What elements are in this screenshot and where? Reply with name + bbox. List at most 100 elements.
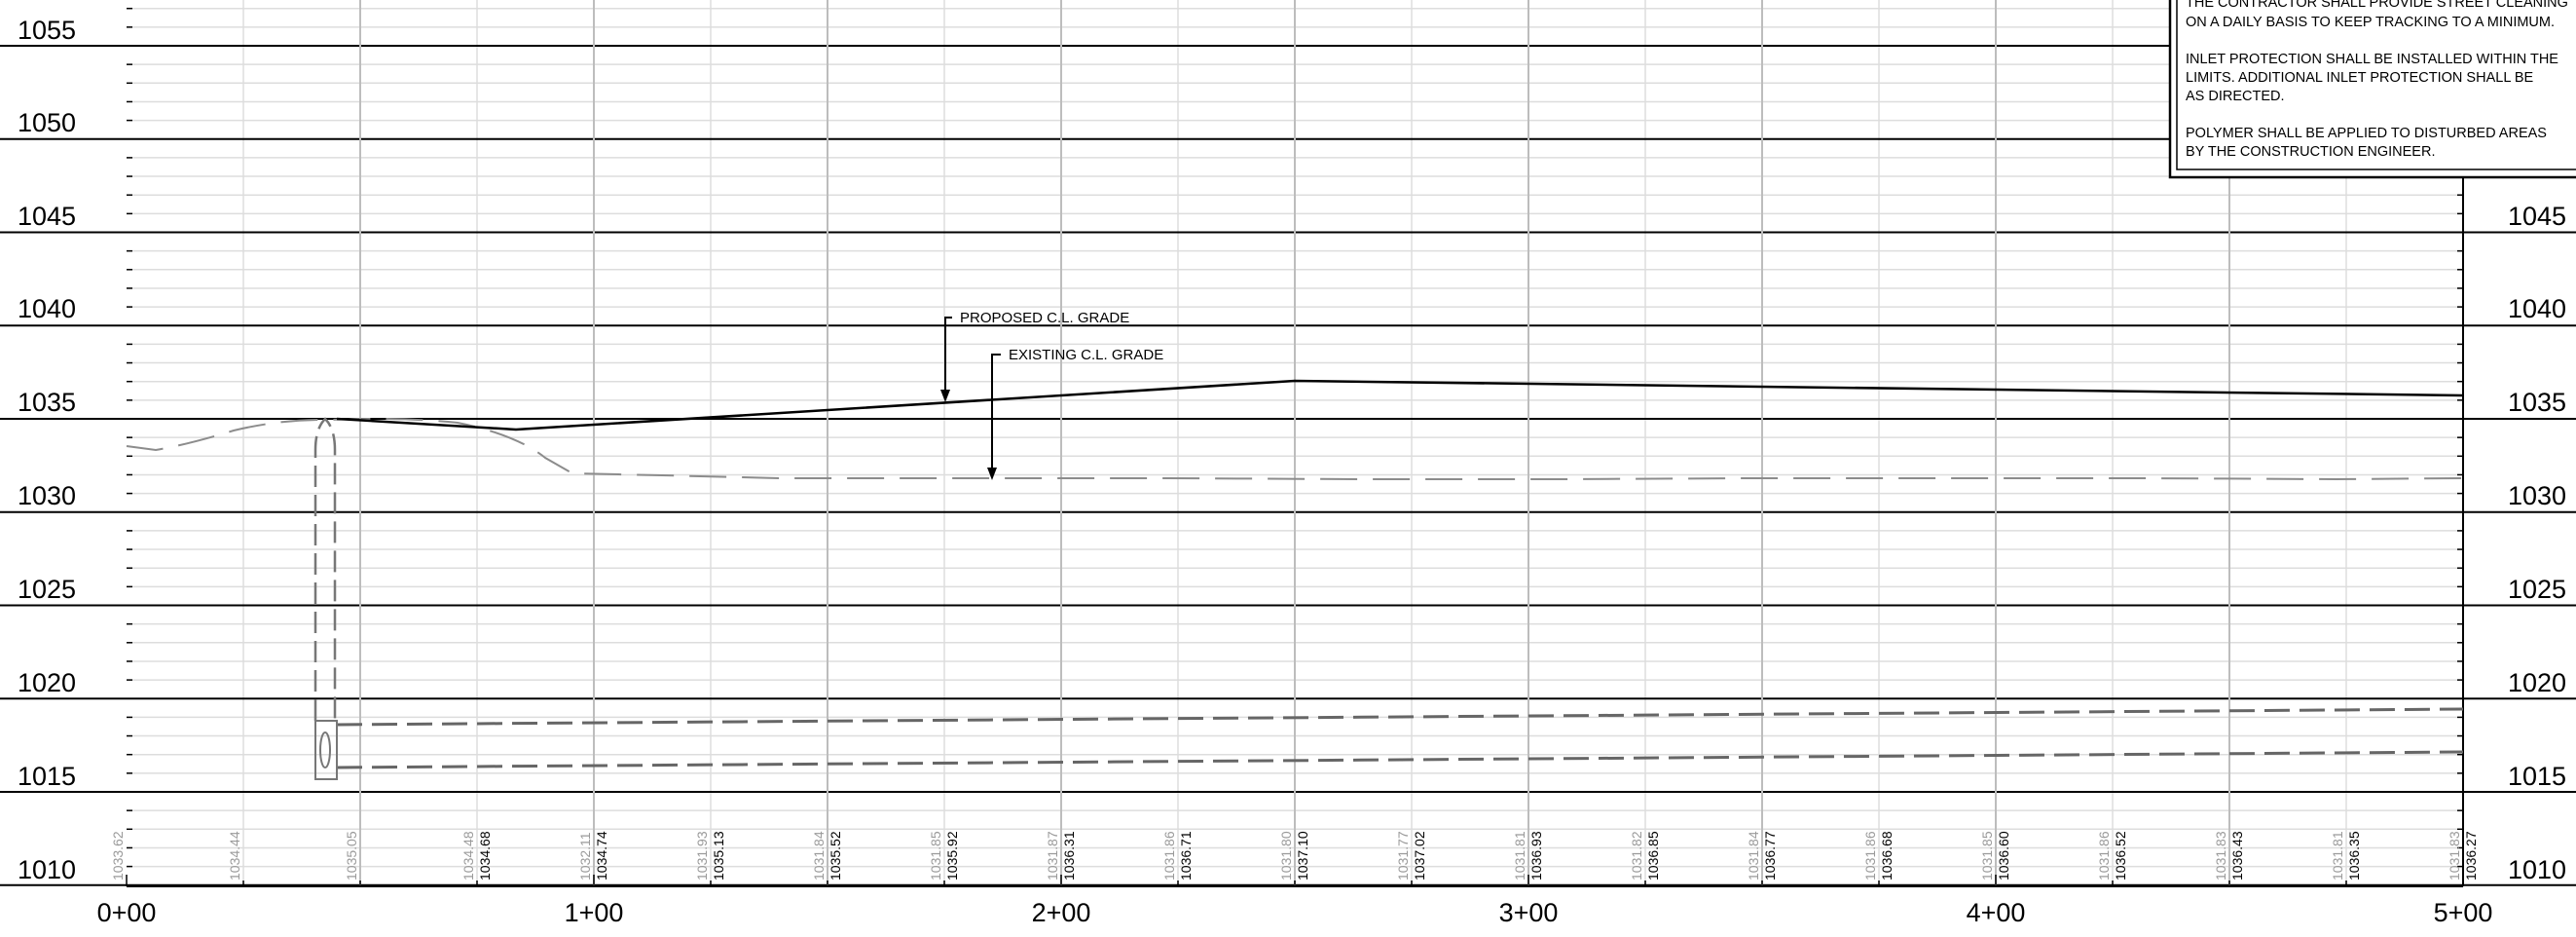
- proposed-elevation-label: 1036.35: [2346, 831, 2362, 881]
- existing-elevation-label: 1031.81: [1512, 831, 1527, 881]
- callout-leader: [944, 317, 952, 399]
- elevation-label: 1025: [18, 575, 76, 604]
- notes-box-inner: [2176, 0, 2576, 170]
- elevation-label: 1030: [2508, 481, 2566, 510]
- existing-elevation-label: 1031.81: [2330, 831, 2345, 881]
- station-label: 1+00: [565, 898, 624, 927]
- existing-elevation-label: 1035.05: [344, 831, 359, 881]
- pipe-lines: [336, 707, 2464, 769]
- elevation-label: 1045: [18, 202, 76, 231]
- existing-elevation-label: 1031.83: [2447, 831, 2462, 881]
- proposed-elevation-label: 1036.77: [1762, 831, 1778, 881]
- elevation-label: 1050: [18, 108, 76, 137]
- manhole-barrel: [313, 417, 337, 721]
- station-labels: 0+00 1+00 2+00 3+00 4+00 5+00: [97, 898, 2493, 927]
- manhole-structure: [313, 417, 338, 780]
- existing-grade-label: EXISTING C.L. GRADE: [1009, 347, 1163, 363]
- existing-elevation-label: 1031.84: [1746, 831, 1761, 881]
- elevation-label: 1010: [18, 855, 76, 884]
- existing-elevation-label: 1031.84: [811, 831, 827, 881]
- station-label: 3+00: [1499, 898, 1559, 927]
- callout-leader: [991, 354, 1001, 477]
- elevation-label: 1015: [18, 762, 76, 791]
- proposed-elevation-label: 1037.02: [1412, 831, 1427, 881]
- existing-grade-callout: EXISTING C.L. GRADE: [987, 347, 1163, 480]
- existing-elevation-label: 1031.82: [1629, 831, 1644, 881]
- existing-elevation-label: 1034.48: [460, 831, 476, 881]
- note-line: AS DIRECTED.: [2186, 89, 2285, 104]
- existing-elevation-label: 1033.62: [110, 831, 126, 881]
- existing-elevation-label: 1031.80: [1278, 831, 1294, 881]
- callout-arrowhead: [940, 390, 950, 402]
- existing-elevation-label: 1031.77: [1395, 831, 1411, 881]
- station-elevation-labels: 1033.62 1034.44 1035.05 1034.48 1034.68 1032.…: [110, 831, 2479, 881]
- note-line: BY THE CONSTRUCTION ENGINEER.: [2186, 144, 2435, 160]
- existing-elevation-label: 1031.85: [1979, 831, 1995, 881]
- left-elevation-labels: 1055 1050 1045 1040 1035 1030 1025 1020 …: [18, 16, 76, 884]
- proposed-elevation-label: 1037.10: [1295, 831, 1310, 881]
- proposed-elevation-label: 1036.60: [1996, 831, 2011, 881]
- station-label: 2+00: [1032, 898, 1091, 927]
- note-line: LIMITS. ADDITIONAL INLET PROTECTION SHAL…: [2186, 70, 2534, 86]
- note-line: THE CONTRACTOR SHALL PROVIDE STREET CLEA…: [2186, 0, 2568, 11]
- proposed-elevation-label: 1036.31: [1061, 831, 1077, 881]
- proposed-elevation-label: 1035.92: [944, 831, 960, 881]
- pipe-top-line: [336, 707, 2464, 727]
- existing-elevation-label: 1032.11: [577, 832, 593, 881]
- minor-vertical-grid: [242, 0, 2347, 886]
- proposed-elevation-label: 1036.52: [2113, 831, 2128, 881]
- manhole-inlet: [319, 731, 331, 768]
- proposed-elevation-label: 1036.85: [1645, 831, 1661, 881]
- existing-elevation-label: 1031.87: [1045, 831, 1060, 881]
- proposed-elevation-label: 1036.43: [2229, 831, 2245, 881]
- proposed-grade-callout: PROPOSED C.L. GRADE: [940, 310, 1129, 402]
- existing-elevation-label: 1031.86: [1862, 831, 1878, 881]
- left-elevation-ticks: [127, 7, 132, 886]
- existing-elevation-label: 1031.85: [928, 831, 943, 881]
- note-line: ON A DAILY BASIS TO KEEP TRACKING TO A M…: [2186, 15, 2555, 30]
- existing-elevation-label: 1031.93: [694, 831, 710, 881]
- proposed-elevation-label: 1036.71: [1178, 831, 1194, 881]
- proposed-elevation-label: 1036.68: [1879, 831, 1895, 881]
- elevation-label: 1020: [18, 668, 76, 697]
- manhole-base: [314, 720, 338, 780]
- elevation-label: 1015: [2508, 762, 2566, 791]
- proposed-elevation-label: 1035.13: [711, 831, 726, 881]
- notes-box-outer: [2168, 0, 2576, 179]
- elevation-label: 1045: [2508, 202, 2566, 231]
- callout-arrowhead: [987, 468, 997, 480]
- notes-text: THE CONTRACTOR SHALL PROVIDE STREET CLEA…: [2186, 0, 2568, 160]
- elevation-label: 1020: [2508, 668, 2566, 697]
- station-label: 5+00: [2434, 898, 2493, 927]
- major-vertical-grid: [359, 0, 2464, 886]
- existing-elevation-label: 1034.44: [227, 831, 242, 881]
- proposed-grade-line: [336, 379, 2464, 431]
- existing-elevation-label: 1031.86: [2096, 831, 2112, 881]
- existing-elevation-label: 1031.83: [2213, 831, 2228, 881]
- proposed-elevation-label: 1034.74: [594, 831, 609, 881]
- notes-box: THE CONTRACTOR SHALL PROVIDE STREET CLEA…: [2168, 0, 2576, 179]
- existing-grade-line: [126, 418, 2464, 481]
- elevation-label: 1025: [2508, 575, 2566, 604]
- pipe-bottom-line: [336, 750, 2464, 769]
- elevation-label: 1055: [18, 16, 76, 45]
- station-label: 0+00: [97, 898, 157, 927]
- proposed-elevation-label: 1036.93: [1528, 831, 1544, 881]
- right-elevation-labels: 1045 1040 1035 1030 1025 1020 1015 1010: [2508, 202, 2566, 884]
- existing-elevation-label: 1031.86: [1161, 831, 1177, 881]
- proposed-elevation-label: 1036.27: [2463, 831, 2479, 881]
- note-line: POLYMER SHALL BE APPLIED TO DISTURBED AR…: [2186, 126, 2547, 141]
- proposed-elevation-label: 1035.52: [828, 831, 843, 881]
- proposed-elevation-label: 1034.68: [477, 831, 493, 881]
- elevation-label: 1035: [2508, 388, 2566, 417]
- elevation-label: 1035: [18, 388, 76, 417]
- elevation-label: 1010: [2508, 855, 2566, 884]
- elevation-label: 1030: [18, 481, 76, 510]
- station-ticks: [126, 875, 2464, 886]
- elevation-label: 1040: [2508, 294, 2566, 323]
- proposed-grade-label: PROPOSED C.L. GRADE: [960, 310, 1129, 326]
- note-line: INLET PROTECTION SHALL BE INSTALLED WITH…: [2186, 52, 2558, 67]
- station-label: 4+00: [1967, 898, 2026, 927]
- elevation-label: 1040: [18, 294, 76, 323]
